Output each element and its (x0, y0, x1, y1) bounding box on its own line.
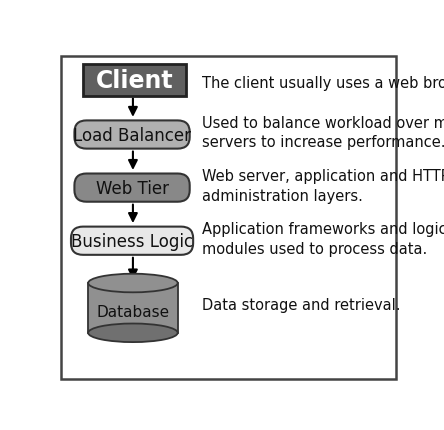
Text: Data storage and retrieval.: Data storage and retrieval. (202, 298, 400, 312)
FancyBboxPatch shape (75, 174, 190, 202)
FancyBboxPatch shape (83, 65, 186, 96)
FancyBboxPatch shape (88, 283, 178, 333)
Text: Application frameworks and logic
modules used to process data.: Application frameworks and logic modules… (202, 221, 444, 256)
FancyBboxPatch shape (75, 121, 190, 149)
FancyBboxPatch shape (71, 227, 193, 255)
Text: Load Balancer: Load Balancer (73, 126, 191, 144)
Ellipse shape (88, 324, 178, 342)
Text: Web server, application and HTTP
administration layers.: Web server, application and HTTP adminis… (202, 168, 444, 203)
Text: Database: Database (96, 304, 170, 319)
FancyBboxPatch shape (61, 57, 396, 379)
Ellipse shape (88, 274, 178, 293)
Text: Business Logic: Business Logic (71, 232, 193, 250)
Text: Client: Client (96, 69, 174, 92)
Text: Used to balance workload over many
servers to increase performance.: Used to balance workload over many serve… (202, 115, 444, 150)
Text: Web Tier: Web Tier (95, 179, 169, 197)
Text: The client usually uses a web browser.: The client usually uses a web browser. (202, 76, 444, 91)
